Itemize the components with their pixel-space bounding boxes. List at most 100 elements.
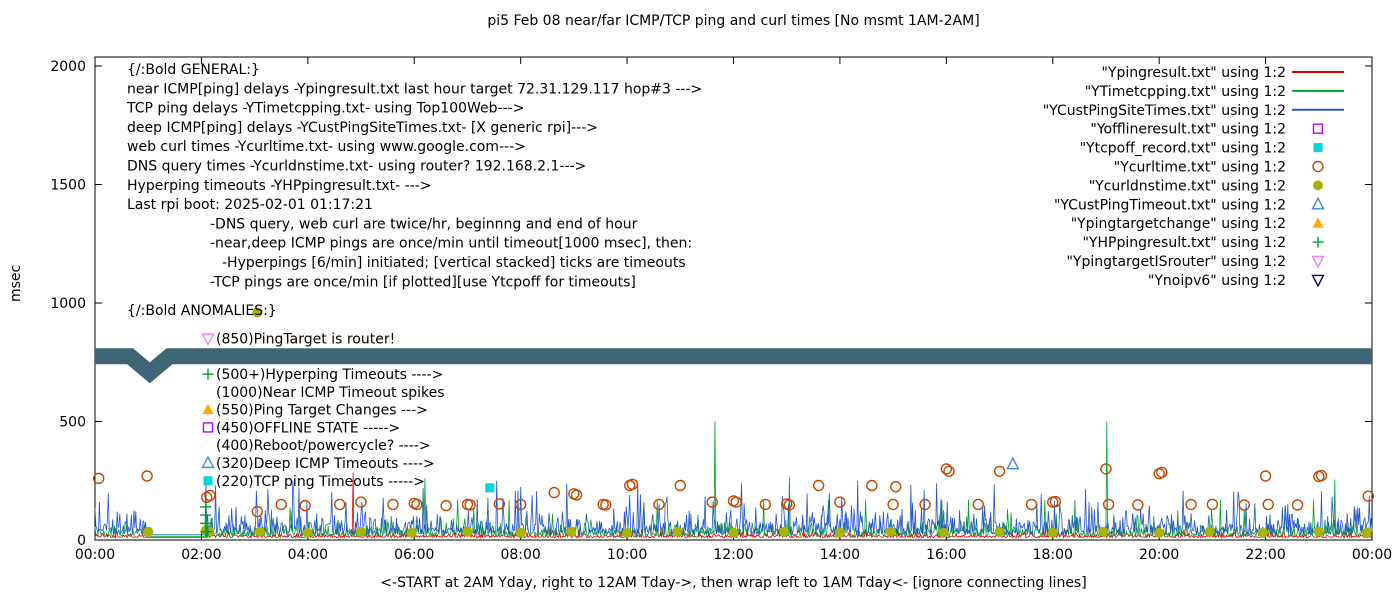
circle-open-marker (759, 498, 772, 511)
circle-open-marker (1259, 470, 1272, 482)
legend-label: "Ycurldnstime.txt" using 1:2 (1089, 178, 1286, 194)
circle-open-marker (204, 489, 216, 502)
square-open-marker (202, 422, 214, 433)
legend-item: "YCustPingTimeout.txt" using 1:2 (1054, 196, 1325, 213)
anomalies-title: {/:Bold ANOMALIES:} (127, 303, 277, 319)
circle-open-marker (1262, 498, 1274, 511)
circle-open-marker (334, 498, 346, 511)
circle-filled-marker (356, 526, 367, 537)
circle-open-marker (890, 480, 902, 493)
legend-item: "Ycurltime.txt" using 1:2 (1114, 160, 1324, 176)
nabla-open-marker (1311, 274, 1325, 288)
plus-marker (202, 526, 214, 538)
circle-open-marker (1206, 498, 1219, 511)
circle-open-marker (464, 499, 476, 511)
legend-item: "YCustPingSiteTimes.txt" using 1:2 (1043, 103, 1344, 119)
x-tick-label: 20:00 (1139, 547, 1179, 563)
scatter-Ycurltime.txt (93, 463, 1374, 518)
circle-open-marker (1102, 498, 1115, 511)
circle-filled-marker (994, 526, 1005, 537)
scatter-YCustPingTimeout.txt (1006, 456, 1020, 470)
circle-filled-marker (143, 526, 154, 537)
circle-filled-marker (1313, 180, 1323, 191)
legend-label: "YTimetcpping.txt" using 1:2 (1085, 84, 1286, 100)
general-annotation-line: -near,deep ICMP pings are once/min until… (210, 236, 692, 252)
circle-filled-marker (779, 526, 790, 537)
circle-filled-marker (252, 307, 263, 318)
circle-open-marker (1156, 466, 1168, 479)
nabla-open-marker (201, 333, 215, 347)
circle-open-marker (440, 499, 452, 512)
circle-open-marker (1049, 495, 1062, 508)
circle-filled-marker (938, 527, 949, 538)
square-open-marker (1312, 123, 1324, 134)
axis-frame: 00:00 02:00 04:00 06:00 08:00 10:00 12:00 14:00… (50, 56, 1392, 563)
scatter-Ycurldnstime.txt (143, 307, 1372, 538)
circle-filled-marker (834, 527, 845, 538)
circle-open-marker (1315, 469, 1328, 482)
plus-marker (1312, 236, 1324, 248)
circle-filled-marker (728, 527, 739, 538)
chart-title: pi5 Feb 08 near/far ICMP/TCP ping and cu… (487, 13, 980, 29)
legend-label: "YCustPingTimeout.txt" using 1:2 (1054, 197, 1286, 213)
anomaly-annotation-line: (550)Ping Target Changes ---> (216, 403, 428, 419)
legend-item: "Ynoipv6" using 1:2 (1148, 273, 1325, 289)
circle-filled-marker (885, 526, 896, 537)
legend-item: "Ytcpoff_record.txt" using 1:2 (1080, 141, 1323, 157)
circle-open-marker (783, 499, 796, 511)
circle-open-marker (940, 463, 953, 475)
horizontal-band (95, 348, 1372, 384)
general-annotation-line: -TCP pings are once/min [if plotted][use… (210, 274, 636, 290)
circle-filled-marker (1361, 527, 1372, 538)
circle-open-marker (570, 489, 583, 501)
square-filled-marker (1313, 143, 1323, 153)
circle-open-marker (887, 498, 899, 511)
x-tick-label: 14:00 (820, 547, 860, 563)
scatter-series-group (93, 307, 1374, 538)
circle-open-marker (600, 499, 612, 511)
y-tick-label: 0 (77, 533, 86, 549)
circle-filled-marker (672, 526, 683, 537)
circle-filled-marker (254, 526, 265, 537)
circle-filled-marker (302, 527, 313, 538)
circle-open-marker (943, 465, 955, 477)
circle-open-marker (730, 496, 742, 508)
x-tick-label: 18:00 (1033, 547, 1073, 563)
y-tick-label: 500 (59, 415, 86, 431)
circle-open-marker (653, 498, 665, 511)
x-tick-label: 04:00 (288, 547, 328, 563)
circle-open-marker (275, 498, 287, 511)
circle-filled-marker (515, 527, 526, 538)
circle-open-marker (626, 478, 639, 491)
legend-label: "YHPpingresult.txt" using 1:2 (1082, 235, 1286, 251)
circle-filled-marker (1098, 526, 1109, 537)
general-annotation-line: Hyperping timeouts -YHPpingresult.txt- -… (127, 178, 432, 194)
triangle-open-marker (201, 455, 215, 469)
circle-filled-marker (1047, 527, 1058, 538)
x-tick-label: 02:00 (181, 547, 221, 563)
x-tick-label: 00:00 (75, 547, 115, 563)
circle-open-marker (1025, 498, 1038, 511)
anomaly-annotation-line: (450)OFFLINE STATE -----> (216, 420, 400, 436)
y-tick-label: 1000 (50, 296, 86, 312)
y-tick-label: 1500 (50, 178, 86, 194)
plus-marker (201, 517, 213, 529)
circle-open-marker (1132, 499, 1144, 511)
general-annotation-line: Last rpi boot: 2025-02-01 01:17:21 (127, 197, 373, 213)
circle-open-marker (548, 486, 560, 499)
general-annotation-line: -Hyperpings [6/min] initiated; [vertical… (222, 255, 686, 271)
circle-open-marker (866, 479, 878, 492)
circle-open-marker (993, 465, 1006, 477)
scatter-YHPpingresult.txt (200, 501, 214, 538)
general-annotation-line: DNS query times -Ycurldnstime.txt- using… (127, 159, 586, 175)
circle-open-marker (1238, 499, 1251, 511)
legend-label: "YCustPingSiteTimes.txt" using 1:2 (1043, 103, 1286, 119)
circle-open-marker (387, 498, 399, 511)
legend-item: "YHPpingresult.txt" using 1:2 (1082, 235, 1324, 251)
anomaly-annotation-line: (850)PingTarget is router! (216, 332, 395, 348)
legend-item: "YpingtargetISrouter" using 1:2 (1066, 254, 1325, 270)
circle-filled-marker (1154, 527, 1165, 538)
circle-open-marker (355, 496, 367, 508)
